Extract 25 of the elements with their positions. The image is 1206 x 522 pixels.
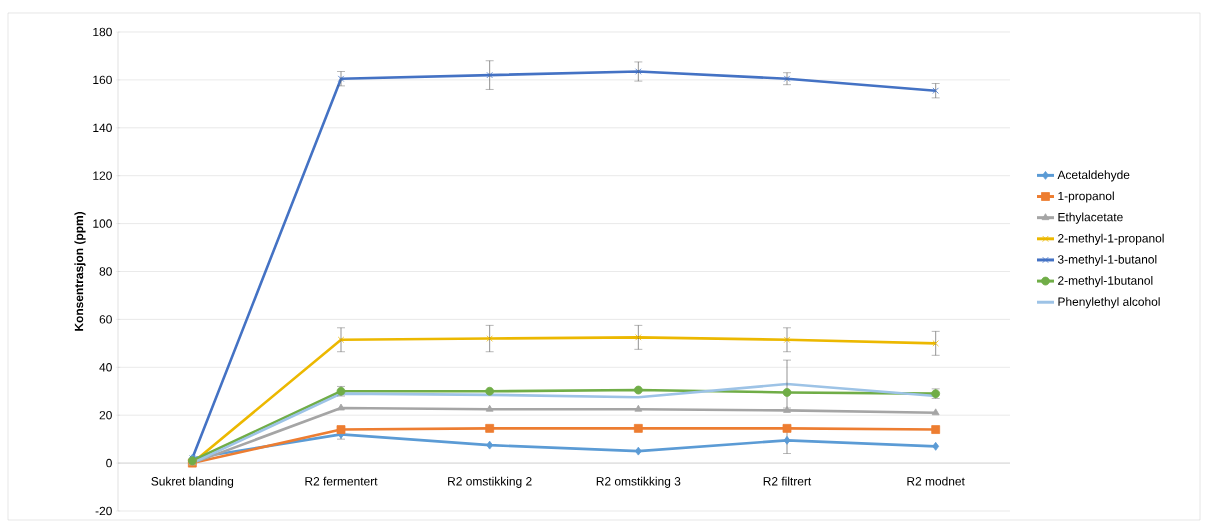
y-tick-label: 140: [93, 123, 112, 133]
legend-label: 3-methyl-1-butanol: [1057, 254, 1157, 267]
y-tick-label: 60: [99, 315, 112, 324]
x-tick-label: R2 modnet: [907, 476, 965, 486]
x-tick-label: R2 omstikking 3: [596, 476, 681, 488]
legend-label: Acetaldehyde: [1057, 170, 1130, 182]
x-tick-label: R2 omstikking 2: [448, 476, 532, 488]
legend-label: 1-propanol: [1058, 191, 1114, 203]
y-tick-label: -20: [95, 506, 112, 516]
y-tick-label: 40: [99, 363, 112, 372]
y-tick-label: 20: [99, 410, 112, 420]
y-axis-title: Konsentrasjon (ppm): [74, 211, 86, 331]
y-tick-label: 180: [93, 27, 112, 37]
x-tick-label: R2 filtrert: [763, 476, 812, 486]
y-tick-label: 160: [93, 75, 112, 85]
x-tick-label: R2 fermentert: [305, 476, 378, 486]
y-tick-label: 120: [93, 171, 112, 180]
legend-label: 2-methyl-1-propanol: [1058, 233, 1164, 245]
y-tick-label: 100: [93, 219, 112, 228]
legend-label: Phenylethyl alcohol: [1058, 297, 1160, 309]
x-tick-label: Sukret blanding: [151, 476, 234, 488]
legend-label: Ethylacetate: [1058, 212, 1123, 224]
y-tick-label: 80: [99, 267, 112, 276]
legend-label: 2-methyl-1butanol: [1058, 276, 1153, 288]
y-tick-label: 0: [106, 458, 112, 468]
